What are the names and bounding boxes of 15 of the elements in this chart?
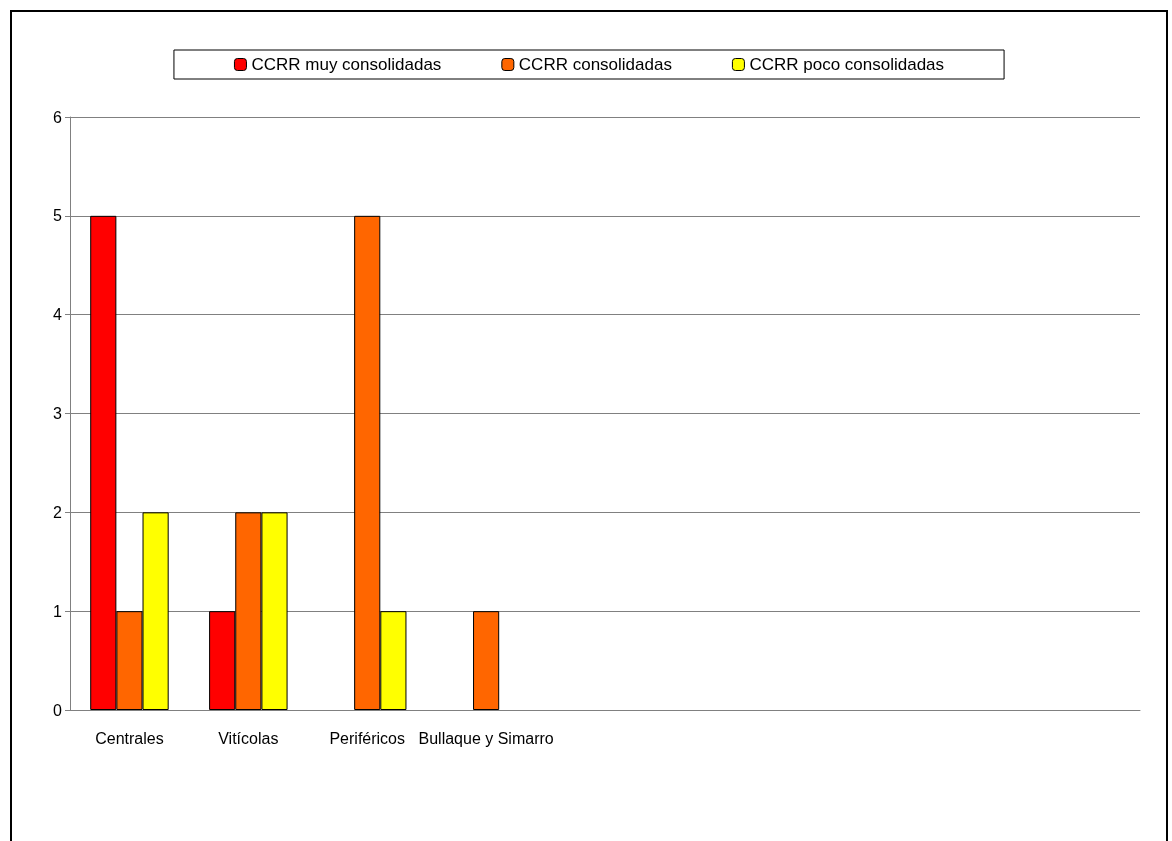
y-tick-label: 0 [53,701,63,719]
x-tick-label: Centrales [95,729,164,747]
y-tick-label: 1 [53,602,63,620]
bar [473,611,500,710]
legend-label: CCRR consolidadas [518,55,672,74]
y-tick-label: 4 [53,306,63,324]
x-tick-label: Vitícolas [218,729,279,747]
y-tick-label: 2 [53,503,63,521]
y-tick-label: 6 [53,108,63,126]
legend-label: CCRR muy consolidadas [251,55,442,74]
x-tick-label: Periféricos [329,729,406,747]
y-tick-label: 5 [53,207,63,225]
legend-label: CCRR poco consolidadas [749,55,945,74]
x-tick-label: Bullaque y Simarro [418,729,554,747]
y-tick-label: 3 [53,405,63,422]
